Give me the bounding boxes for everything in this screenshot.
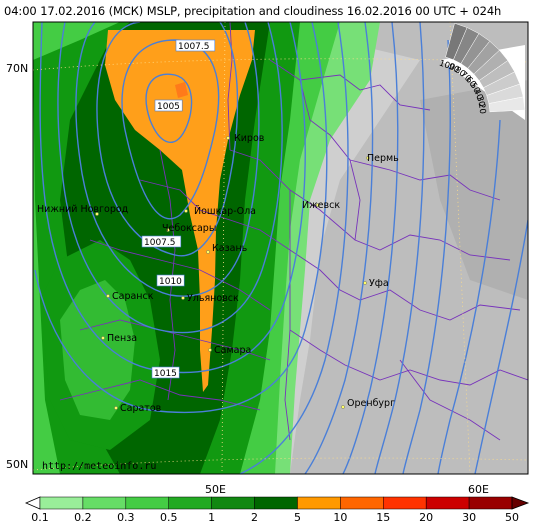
precip-legend-swatch [82,496,127,510]
city-dot [366,156,370,160]
city-dot [101,336,105,340]
city-label: Йошкар-Ола [194,205,256,217]
precip-legend-swatch [468,496,513,510]
city-dot [166,228,170,232]
map-field [33,22,528,474]
city-label: Киров [234,133,265,144]
isobar-label-group: 1007.5 1005 1007.5 1010 1015 [141,39,216,379]
city-dot [95,212,99,216]
city-label: Уфа [369,278,389,289]
precip-legend-label: 0.3 [117,511,135,524]
precip-legend-swatch [211,496,255,510]
precip-legend-label: 0.2 [74,511,92,524]
precip-legend-swatch [340,496,384,510]
precip-legend-label: 20 [419,511,433,524]
cloud-legend-label: 40 [471,88,484,102]
graticule [33,22,528,474]
precip-legend-label: 30 [462,511,476,524]
precip-legend: 0.1 0.2 0.3 0.5 1 2 5 10 15 20 30 50 [24,496,530,524]
city-label: Нижний Новгород [37,204,129,215]
lat-label-70n: 70N [6,62,29,75]
isobar-label: 1010 [159,277,182,287]
city-label: Оренбург [347,398,395,409]
precip-05-area [60,280,135,420]
isobar-label: 1007.5 [144,238,176,248]
cloud-dense-area [420,80,528,300]
city-markers: Пермь Киров Ижевск Нижний Новгород Йошкар-Ол… [37,133,399,414]
lon-label-50e: 50E [205,483,226,496]
precip-legend-label: 0.5 [160,511,178,524]
city-label: Чебоксары [162,223,216,234]
city-dot [206,250,210,254]
map-frame [32,21,529,475]
city-label: Саратов [120,403,162,414]
city-dot [316,203,320,207]
isobar-label: 1005 [157,102,180,112]
cloud-legend-label: 30 [474,95,486,108]
cloud-legend-label: 90 [447,62,461,76]
precip-legend-label: 5 [294,511,301,524]
precip-legend-label: 2 [251,511,258,524]
precip-legend-swatch [125,496,169,510]
precip-legend-left-arrow [24,496,41,510]
precip-legend-label: 10 [333,511,347,524]
precip-legend-swatch [168,496,212,510]
map-title: 04:00 17.02.2016 (МСК) MSLP, precipitati… [4,4,502,18]
city-dot [181,296,185,300]
precip-legend-swatch [425,496,470,510]
isobar-label-box [154,99,183,112]
isobar-label: 1015 [154,369,177,379]
precip-legend-swatch [39,496,84,510]
precip-15mm-spot [175,82,188,98]
city-dot [226,136,230,140]
lat-label-50n: 50N [6,458,29,471]
isobar-label-box [175,39,216,52]
city-dot [208,348,212,352]
city-dot [106,294,110,298]
precip-legend-label: 15 [376,511,390,524]
city-label: Саранск [112,291,154,302]
city-dot [341,405,345,409]
precip-legend-right-arrow [511,496,530,510]
precip-legend-label: 0.1 [31,511,49,524]
cloud-legend-swatch [488,96,526,113]
lon-label-60e: 60E [468,483,489,496]
city-label: Пенза [107,333,137,344]
city-label: Пермь [367,153,399,164]
isobar-label-box [151,366,180,379]
city-dot [184,209,188,213]
city-dot [363,281,367,285]
precip-heavy-area [105,30,255,392]
city-label: Ульяновск [187,293,239,304]
admin-borders [59,22,528,441]
precip-legend-swatch [383,496,427,510]
precip-legend-swatch [297,496,341,510]
city-dot [114,406,118,410]
precip-legend-label: 1 [208,511,215,524]
isobar-label: 1007.5 [178,42,210,52]
precip-legend-label: 50 [505,511,519,524]
precip-legend-swatch [254,496,298,510]
cloud-legend-label: 100 [438,58,457,73]
isobars [34,22,528,474]
city-label: Казань [212,243,248,254]
source-url: http://meteoinfo.ru [42,461,157,472]
cloud-legend-label: 50 [467,81,481,95]
isobar-label-box [156,274,185,287]
city-label: Самара [214,345,251,356]
city-label: Ижевск [302,200,340,211]
isobar-label-box [141,235,182,248]
cloud-legend-label: 20 [476,103,487,115]
